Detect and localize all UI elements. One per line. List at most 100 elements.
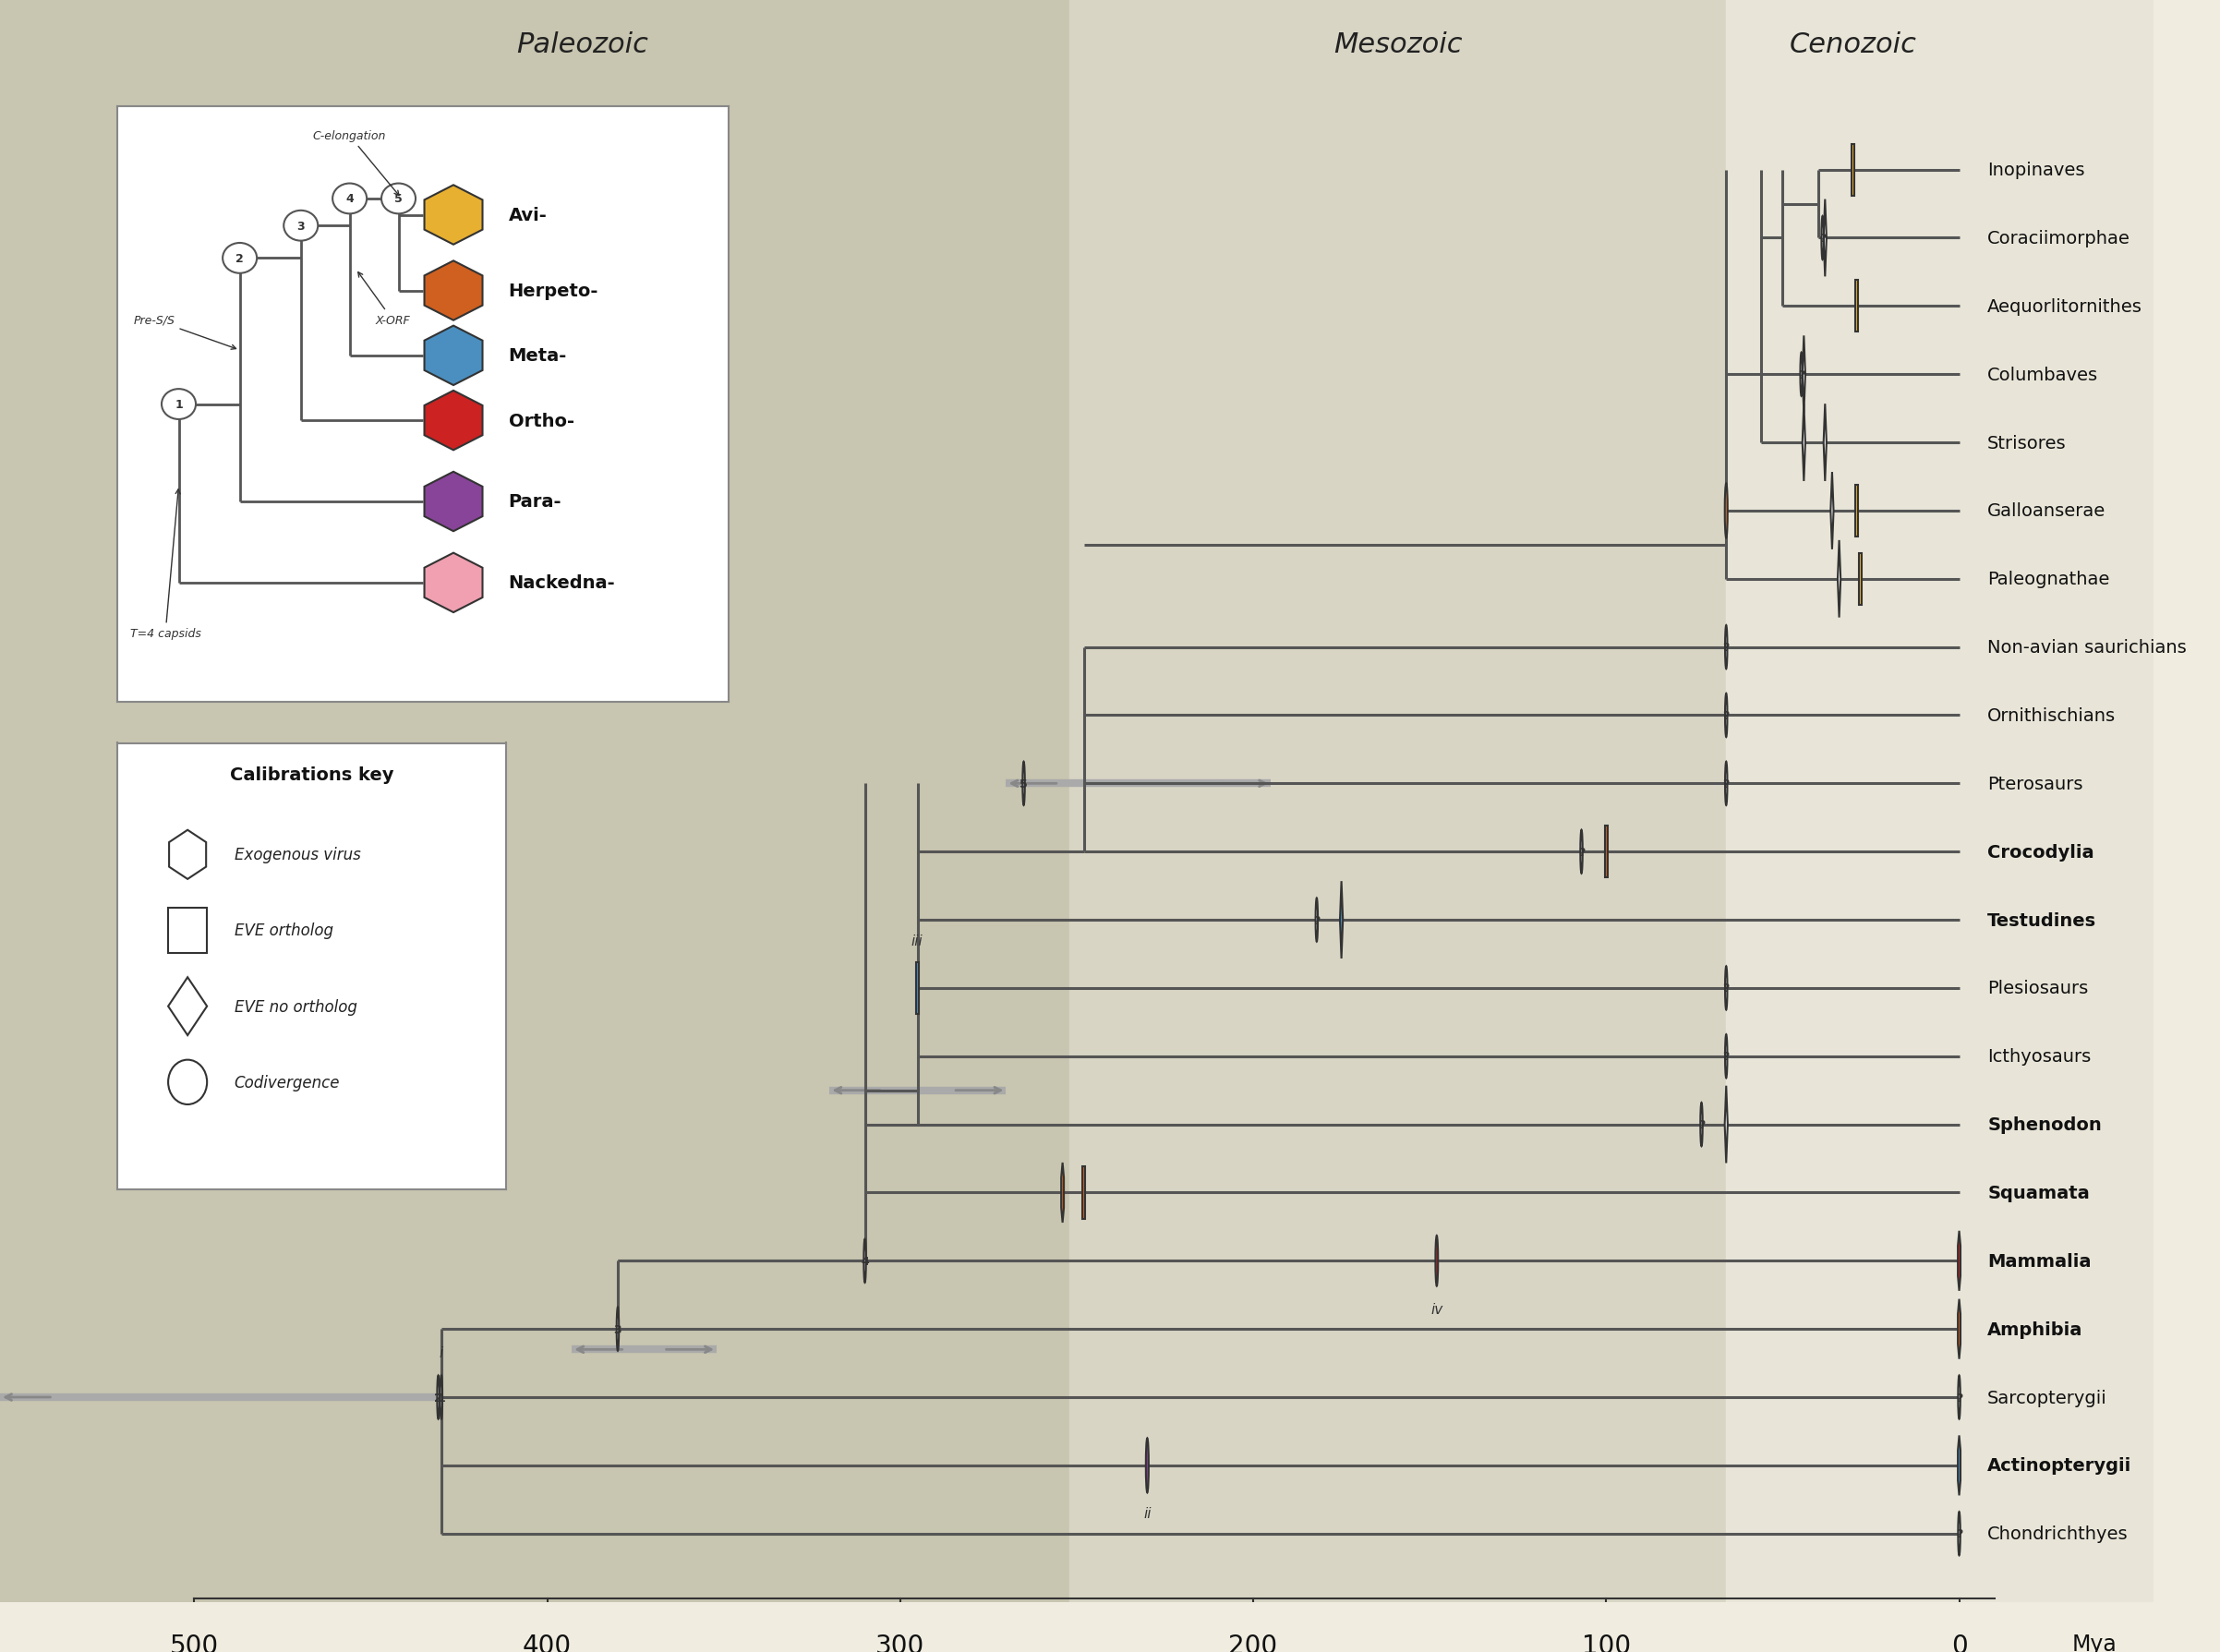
Bar <box>1727 0 2153 1602</box>
Circle shape <box>617 1307 619 1351</box>
Text: ?: ? <box>1818 233 1827 244</box>
Polygon shape <box>1803 405 1805 482</box>
Text: Mesozoic: Mesozoic <box>1334 31 1463 58</box>
Polygon shape <box>1803 337 1805 413</box>
Polygon shape <box>1061 1163 1063 1222</box>
Circle shape <box>1725 1034 1727 1079</box>
Text: Ortho-: Ortho- <box>508 413 575 430</box>
Text: X-ORF: X-ORF <box>357 273 411 327</box>
Text: 400: 400 <box>522 1632 573 1652</box>
Text: Ornithischians: Ornithischians <box>1987 707 2116 725</box>
Circle shape <box>1701 1104 1703 1146</box>
Circle shape <box>1800 354 1803 396</box>
Text: Non-avian saurichians: Non-avian saurichians <box>1987 639 2187 656</box>
Text: Chondrichthyes: Chondrichthyes <box>1987 1525 2129 1543</box>
Text: 3: 3 <box>613 1323 622 1335</box>
Text: Aequorlitornithes: Aequorlitornithes <box>1987 297 2142 316</box>
Circle shape <box>1725 694 1727 737</box>
Text: 1: 1 <box>437 1391 446 1403</box>
Bar <box>1605 826 1607 877</box>
Polygon shape <box>424 553 482 613</box>
Text: 2: 2 <box>235 253 244 264</box>
Polygon shape <box>1958 1231 1960 1290</box>
Text: ii: ii <box>1143 1507 1152 1520</box>
Circle shape <box>382 183 415 215</box>
Text: Testudines: Testudines <box>1987 912 2096 928</box>
Polygon shape <box>424 472 482 532</box>
Text: Inopinaves: Inopinaves <box>1987 162 2085 178</box>
Text: ?: ? <box>1723 710 1729 722</box>
Bar <box>1856 486 1858 537</box>
Text: Nackedna-: Nackedna- <box>508 575 615 591</box>
Bar <box>1070 0 1727 1602</box>
Text: 300: 300 <box>875 1632 926 1652</box>
Text: 5: 5 <box>1019 778 1028 790</box>
Circle shape <box>1146 1439 1148 1493</box>
Text: ?: ? <box>1578 846 1585 857</box>
Polygon shape <box>1958 1436 1960 1495</box>
Text: Sarcopterygii: Sarcopterygii <box>1987 1389 2107 1406</box>
Circle shape <box>1725 484 1727 539</box>
Text: Galloanserae: Galloanserae <box>1987 502 2107 520</box>
Text: Codivergence: Codivergence <box>235 1074 340 1090</box>
Circle shape <box>1725 966 1727 1009</box>
Text: Sphenodon: Sphenodon <box>1987 1115 2102 1133</box>
Circle shape <box>1958 1376 1960 1419</box>
Circle shape <box>437 1376 440 1419</box>
Text: ?: ? <box>1956 1528 1962 1540</box>
Text: Plesiosaurs: Plesiosaurs <box>1987 980 2089 998</box>
Text: Paleognathae: Paleognathae <box>1987 570 2109 588</box>
Polygon shape <box>424 392 482 451</box>
Circle shape <box>1958 1512 1960 1556</box>
Text: ?: ? <box>1956 1391 1962 1403</box>
Circle shape <box>284 211 317 241</box>
Polygon shape <box>1823 405 1827 482</box>
Text: ?: ? <box>1723 641 1729 654</box>
Text: Para-: Para- <box>508 494 562 510</box>
Text: 500: 500 <box>169 1632 220 1652</box>
Text: T=4 capsids: T=4 capsids <box>129 491 200 639</box>
Text: 0: 0 <box>1951 1632 1967 1652</box>
Circle shape <box>1820 216 1823 261</box>
Text: Coraciimorphae: Coraciimorphae <box>1987 230 2131 248</box>
Text: ?: ? <box>1723 983 1729 995</box>
Text: Mammalia: Mammalia <box>1987 1252 2091 1270</box>
Text: 200: 200 <box>1228 1632 1279 1652</box>
Text: Meta-: Meta- <box>508 347 566 365</box>
Circle shape <box>864 1239 866 1284</box>
Text: Columbaves: Columbaves <box>1987 367 2098 383</box>
Text: 100: 100 <box>1581 1632 1632 1652</box>
Text: ?: ? <box>1314 914 1321 927</box>
Text: EVE ortholog: EVE ortholog <box>235 922 333 938</box>
Bar <box>0 0 1070 1602</box>
Polygon shape <box>424 185 482 244</box>
Circle shape <box>1581 831 1583 874</box>
Circle shape <box>333 183 366 215</box>
Circle shape <box>1725 762 1727 806</box>
Bar <box>1851 144 1854 197</box>
Circle shape <box>1023 762 1026 806</box>
Circle shape <box>1725 626 1727 669</box>
Text: Calibrations key: Calibrations key <box>231 767 393 783</box>
Text: 4: 4 <box>861 1256 868 1267</box>
Polygon shape <box>1958 1298 1960 1360</box>
Text: 2: 2 <box>435 1391 442 1403</box>
Text: Pre-S/S: Pre-S/S <box>133 314 235 350</box>
Text: Squamata: Squamata <box>1987 1184 2089 1201</box>
Circle shape <box>440 1376 442 1419</box>
Text: ?: ? <box>1723 1051 1729 1062</box>
Text: Pterosaurs: Pterosaurs <box>1987 775 2082 793</box>
Text: i: i <box>440 1346 444 1360</box>
Text: Herpeto-: Herpeto- <box>508 282 599 301</box>
Text: iv: iv <box>1430 1302 1443 1315</box>
Text: Icthyosaurs: Icthyosaurs <box>1987 1047 2091 1066</box>
Text: ?: ? <box>1798 368 1805 382</box>
Circle shape <box>222 243 258 274</box>
Polygon shape <box>1725 1085 1727 1163</box>
Polygon shape <box>1823 200 1827 278</box>
Text: ?: ? <box>1723 778 1729 790</box>
Text: Cenozoic: Cenozoic <box>1789 31 1916 58</box>
Polygon shape <box>424 261 482 320</box>
Bar <box>1083 1166 1086 1219</box>
Bar <box>169 909 206 953</box>
